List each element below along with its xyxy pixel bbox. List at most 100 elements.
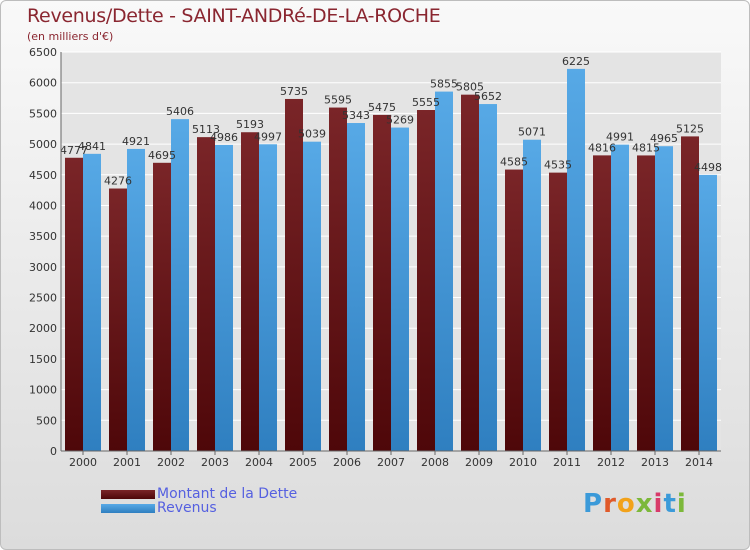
- data-label-debt: 5475: [368, 101, 396, 114]
- logo-letter: x: [635, 489, 654, 519]
- y-tick-label: 500: [36, 414, 57, 427]
- legend-item-revenue: Revenus: [101, 501, 297, 515]
- bar-debt: [505, 169, 523, 451]
- data-label-revenue: 4965: [650, 132, 678, 145]
- legend-label-debt: Montant de la Dette: [157, 486, 298, 502]
- page-title: Revenus/Dette - SAINT-ANDRé-DE-LA-ROCHE: [27, 5, 441, 27]
- y-tick-label: 6500: [29, 46, 57, 59]
- bar-debt: [285, 98, 303, 451]
- x-tick-label: 2003: [201, 456, 229, 469]
- data-label-debt: 4535: [544, 159, 572, 172]
- data-label-revenue: 5406: [166, 105, 194, 118]
- data-label-revenue: 4841: [78, 140, 106, 153]
- bar-debt: [65, 157, 83, 451]
- bar-debt: [373, 114, 391, 452]
- legend-label-revenue: Revenus: [157, 500, 217, 516]
- legend-swatch-debt: [101, 489, 155, 499]
- data-label-revenue: 6225: [562, 55, 590, 68]
- proxiti-logo: Proxiti: [583, 489, 687, 519]
- x-tick-label: 2006: [333, 456, 361, 469]
- data-label-debt: 5193: [236, 118, 264, 131]
- logo-letter: o: [616, 489, 636, 519]
- data-label-debt: 5735: [280, 85, 308, 98]
- x-tick-label: 2010: [509, 456, 537, 469]
- x-tick-label: 2008: [421, 456, 449, 469]
- data-label-revenue: 4991: [606, 131, 634, 144]
- bar-debt: [241, 132, 259, 452]
- y-tick-label: 1000: [29, 384, 57, 397]
- x-tick-label: 2005: [289, 456, 317, 469]
- data-label-revenue: 5071: [518, 126, 546, 139]
- x-tick-label: 2013: [641, 456, 669, 469]
- bar-revenue: [611, 144, 629, 451]
- bar-debt: [109, 188, 127, 451]
- y-tick-label: 4500: [29, 169, 57, 182]
- bar-debt: [549, 172, 567, 451]
- data-label-revenue: 5652: [474, 90, 502, 103]
- legend-item-debt: Montant de la Dette: [101, 487, 297, 501]
- legend-swatch-revenue: [101, 503, 155, 513]
- bar-revenue: [347, 123, 365, 451]
- data-label-debt: 4815: [632, 141, 660, 154]
- data-label-debt: 4816: [588, 141, 616, 154]
- logo-letter: r: [603, 489, 617, 519]
- x-tick-label: 2012: [597, 456, 625, 469]
- data-label-revenue: 5269: [386, 114, 414, 127]
- bar-debt: [417, 110, 435, 452]
- bar-revenue: [699, 174, 717, 451]
- data-label-debt: 5805: [456, 81, 484, 94]
- y-tick-label: 5000: [29, 138, 57, 151]
- data-label-debt: 5113: [192, 123, 220, 136]
- y-tick-label: 0: [50, 445, 57, 458]
- bar-debt: [329, 107, 347, 452]
- logo-letter: t: [663, 489, 677, 519]
- bar-revenue: [523, 139, 541, 451]
- y-tick-label: 6000: [29, 77, 57, 90]
- chart-legend: Montant de la Dette Revenus: [101, 487, 297, 515]
- bar-debt: [153, 162, 171, 451]
- x-tick-label: 2007: [377, 456, 405, 469]
- data-label-revenue: 5343: [342, 109, 370, 122]
- data-label-debt: 5555: [412, 96, 440, 109]
- x-tick-label: 2002: [157, 456, 185, 469]
- y-tick-label: 1500: [29, 353, 57, 366]
- bar-revenue: [215, 144, 233, 451]
- data-label-revenue: 5039: [298, 128, 326, 141]
- data-label-revenue: 4498: [694, 161, 722, 174]
- bar-debt: [197, 137, 215, 452]
- bar-debt: [681, 136, 699, 451]
- x-tick-label: 2004: [245, 456, 273, 469]
- x-tick-label: 2001: [113, 456, 141, 469]
- logo-letter: P: [583, 489, 604, 519]
- bar-revenue: [567, 68, 585, 451]
- y-tick-label: 5500: [29, 107, 57, 120]
- bar-revenue: [435, 91, 453, 451]
- y-tick-label: 4000: [29, 199, 57, 212]
- data-label-revenue: 4921: [122, 135, 150, 148]
- y-tick-label: 2500: [29, 292, 57, 305]
- logo-letter: i: [653, 489, 664, 519]
- data-label-debt: 5125: [676, 122, 704, 135]
- y-tick-label: 2000: [29, 322, 57, 335]
- y-tick-label: 3500: [29, 230, 57, 243]
- data-label-debt: 4777: [60, 144, 88, 157]
- data-label-debt: 4695: [148, 149, 176, 162]
- data-label-debt: 4585: [500, 156, 528, 169]
- data-label-debt: 5595: [324, 94, 352, 107]
- data-label-revenue: 5855: [430, 78, 458, 91]
- bar-revenue: [127, 148, 145, 451]
- bar-debt: [593, 155, 611, 451]
- x-tick-label: 2009: [465, 456, 493, 469]
- y-tick-label: 3000: [29, 261, 57, 274]
- bar-revenue: [83, 153, 101, 451]
- logo-letter: i: [676, 489, 687, 519]
- data-label-revenue: 4997: [254, 130, 282, 143]
- x-tick-label: 2011: [553, 456, 581, 469]
- x-tick-label: 2014: [685, 456, 713, 469]
- x-tick-label: 2000: [69, 456, 97, 469]
- bar-revenue: [655, 146, 673, 451]
- bar-debt: [637, 155, 655, 451]
- bar-revenue: [303, 141, 321, 451]
- bar-revenue: [479, 104, 497, 452]
